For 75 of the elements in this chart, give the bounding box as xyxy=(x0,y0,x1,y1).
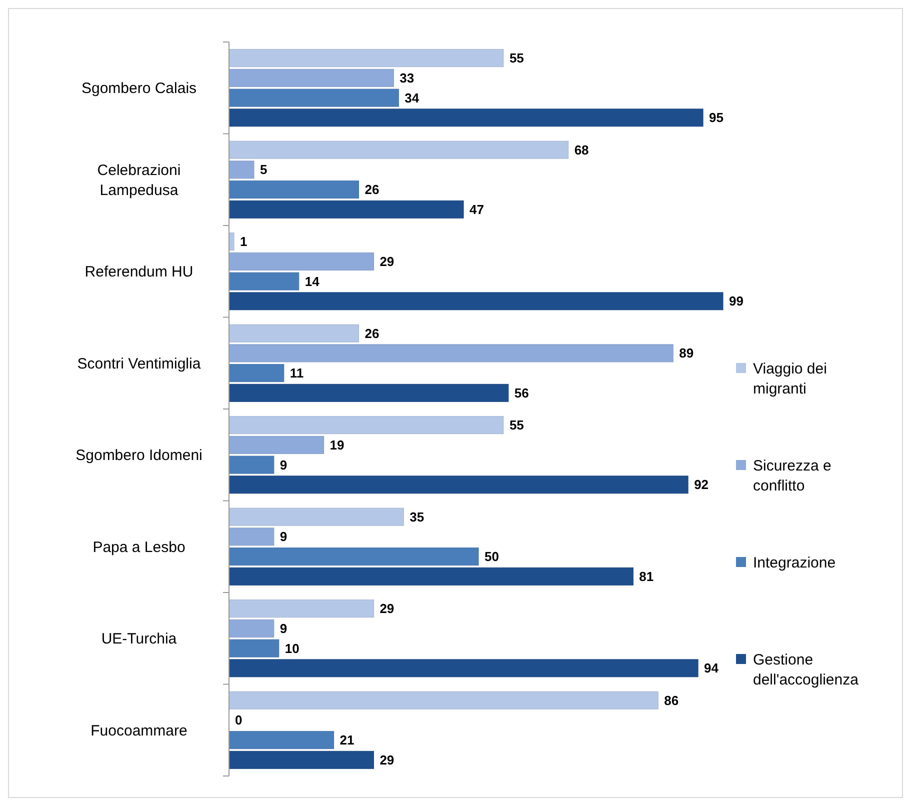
bar xyxy=(228,476,688,494)
bar xyxy=(228,324,359,342)
data-label: 29 xyxy=(380,752,394,768)
bar xyxy=(228,160,254,179)
data-label: 92 xyxy=(694,477,709,492)
bar xyxy=(228,731,334,750)
data-label: 68 xyxy=(574,142,589,158)
bar xyxy=(228,68,394,87)
data-label: 29 xyxy=(380,254,394,269)
data-label: 47 xyxy=(470,202,484,217)
data-label: 29 xyxy=(380,601,394,616)
legend-label: Integrazione xyxy=(753,554,836,572)
bar xyxy=(228,528,274,546)
bar xyxy=(228,252,374,270)
bar xyxy=(228,508,404,526)
data-label: 11 xyxy=(290,366,304,381)
bar xyxy=(228,180,359,199)
bar xyxy=(228,619,274,638)
data-label: 26 xyxy=(364,326,380,341)
bar xyxy=(228,292,724,310)
legend-label: Gestione dell'accoglienza xyxy=(753,651,860,688)
data-label: 33 xyxy=(400,70,414,86)
bar xyxy=(228,364,284,382)
data-label: 34 xyxy=(404,90,420,106)
data-label: 5 xyxy=(260,162,268,178)
bar xyxy=(228,108,704,127)
bar xyxy=(228,750,374,769)
bar xyxy=(228,232,234,251)
data-label: 86 xyxy=(664,692,679,708)
data-label: 10 xyxy=(284,640,300,656)
data-label: 21 xyxy=(340,732,354,748)
data-label: 99 xyxy=(729,294,744,309)
bar xyxy=(228,567,634,586)
bar xyxy=(228,456,274,474)
y-tick-label: Sgombero Calais xyxy=(81,80,197,98)
y-tick-label: Scontri Ventimiglia xyxy=(77,355,202,372)
data-label: 89 xyxy=(679,346,694,361)
bar xyxy=(228,436,324,454)
data-label: 81 xyxy=(639,568,654,584)
y-tick-label: Celebrazioni Lampedusa xyxy=(97,162,181,199)
y-tick-label: Referendum HU xyxy=(84,264,194,281)
data-label: 9 xyxy=(280,529,288,544)
data-label: 14 xyxy=(304,274,320,289)
data-label: 19 xyxy=(330,437,344,452)
data-label: 26 xyxy=(364,182,380,198)
bar xyxy=(228,691,658,710)
bar xyxy=(228,659,698,678)
legend-label: Sicurezza e conflitto xyxy=(753,457,832,494)
data-label: 55 xyxy=(509,418,524,433)
data-label: 9 xyxy=(280,457,288,472)
bar xyxy=(228,140,569,159)
legend-label: Viaggio dei migranti xyxy=(753,360,827,398)
data-label: 9 xyxy=(280,620,288,636)
y-tick-label: UE-Turchia xyxy=(101,630,178,648)
data-label: 55 xyxy=(509,50,524,66)
bar xyxy=(228,49,504,68)
data-label: 95 xyxy=(709,110,724,126)
y-tick-label: Papa a Lesbo xyxy=(92,538,186,556)
y-tick-label: Fuocoammare xyxy=(90,722,188,740)
y-tick-label: Sgombero Idomeni xyxy=(76,447,202,464)
data-label: 56 xyxy=(514,385,529,400)
data-label: 35 xyxy=(410,509,424,524)
bar xyxy=(228,200,464,218)
bar xyxy=(228,639,280,658)
bar xyxy=(228,344,674,362)
data-label: 50 xyxy=(484,549,499,564)
bar xyxy=(228,600,374,618)
data-label: 1 xyxy=(240,234,248,250)
data-label: 94 xyxy=(704,660,720,676)
bar xyxy=(228,384,509,402)
bar xyxy=(228,548,479,566)
bar xyxy=(228,416,504,434)
bar xyxy=(228,272,300,290)
bar xyxy=(228,88,399,107)
data-label: 0 xyxy=(235,712,242,728)
